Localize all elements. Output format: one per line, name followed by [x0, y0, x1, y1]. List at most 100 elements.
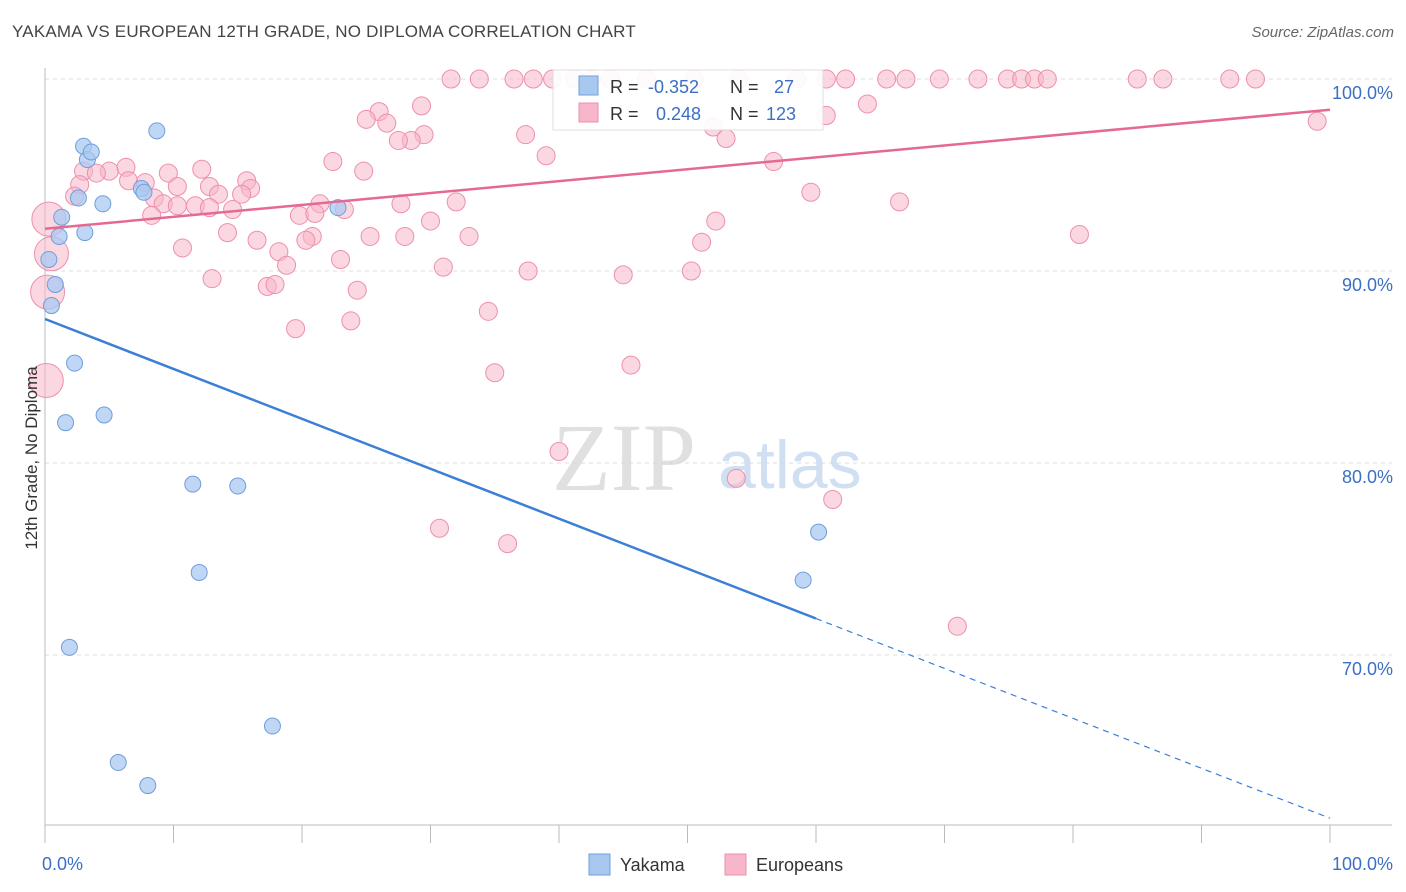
europeans-point-3	[523, 69, 543, 89]
yakama-point-11	[40, 250, 58, 268]
europeans-point-26	[1307, 111, 1327, 131]
europeans-point-61	[167, 196, 187, 216]
stats-n-label-2: N =	[730, 104, 759, 124]
europeans-point-37	[516, 125, 536, 145]
x-tick-label-100: 100.0%	[1332, 854, 1393, 874]
europeans-point-57	[208, 184, 228, 204]
y-tick-label-80: 80.0%	[1342, 467, 1393, 487]
watermark-zip: ZIP	[552, 404, 696, 511]
yakama-trend-extension	[815, 617, 1331, 819]
y-tick-label-100: 100.0%	[1332, 83, 1393, 103]
chart-title: YAKAMA VS EUROPEAN 12TH GRADE, NO DIPLOM…	[12, 22, 636, 41]
europeans-point-38	[536, 146, 556, 166]
stats-r-label-2: R =	[610, 104, 639, 124]
y-axis-label: 12th Grade, No Diploma	[22, 366, 41, 550]
yakama-point-16	[95, 406, 113, 424]
europeans-point-111	[28, 362, 64, 398]
stats-n-value-1: 27	[774, 77, 794, 97]
europeans-point-71	[142, 205, 162, 225]
europeans-point-91	[613, 265, 633, 285]
europeans-point-42	[354, 161, 374, 181]
europeans-point-74	[421, 211, 440, 231]
europeans-point-103	[726, 468, 746, 488]
yakama-point-17	[57, 414, 75, 432]
europeans-point-24	[1220, 69, 1240, 89]
europeans-point-14	[877, 69, 897, 89]
yakama-point-7	[94, 195, 112, 213]
europeans-point-36	[388, 130, 408, 150]
europeans-point-107	[947, 616, 967, 636]
europeans-point-43	[192, 159, 212, 179]
legend-swatch-yakama	[588, 853, 611, 876]
europeans-point-23	[1153, 69, 1173, 89]
trend-lines	[44, 108, 1331, 819]
europeans-point-82	[247, 230, 267, 250]
europeans-point-102	[549, 441, 569, 461]
europeans-point-100	[621, 355, 641, 375]
europeans-point-2	[504, 69, 524, 89]
stats-r-value-1: -0.352	[648, 77, 699, 97]
x-tick-label-0: 0.0%	[42, 854, 83, 874]
europeans-point-16	[929, 69, 949, 89]
europeans-point-92	[681, 261, 701, 281]
europeans-point-105	[429, 518, 449, 538]
y-tick-labels: 70.0% 80.0% 90.0% 100.0%	[1332, 83, 1393, 679]
europeans-points	[28, 69, 1327, 636]
legend-swatch-europeans	[724, 853, 747, 876]
europeans-point-21	[1037, 69, 1057, 89]
yakama-point-3	[148, 122, 166, 140]
y-tick-label-90: 90.0%	[1342, 275, 1393, 295]
europeans-point-87	[331, 249, 351, 269]
yakama-point-26	[139, 777, 157, 795]
europeans-point-15	[896, 69, 916, 89]
europeans-point-98	[341, 311, 361, 331]
yakama-point-13	[42, 297, 60, 315]
yakama-point-2	[82, 143, 100, 161]
europeans-point-90	[518, 261, 538, 281]
watermark: ZIP atlas	[552, 404, 862, 511]
europeans-point-30	[412, 96, 432, 116]
europeans-point-41	[323, 152, 343, 172]
yakama-point-5	[135, 183, 153, 201]
europeans-point-104	[823, 489, 843, 509]
europeans-point-56	[232, 184, 252, 204]
stats-swatch-europeans	[578, 102, 599, 123]
stats-r-value-2: 0.248	[656, 104, 701, 124]
yakama-point-6	[69, 189, 87, 207]
yakama-points	[40, 122, 828, 795]
europeans-point-48	[86, 163, 106, 183]
legend-label-yakama: Yakama	[620, 855, 686, 875]
europeans-point-33	[377, 113, 397, 133]
europeans-point-101	[485, 363, 505, 383]
europeans-point-73	[305, 203, 325, 223]
yakama-point-20	[810, 523, 828, 541]
europeans-point-84	[692, 232, 712, 252]
axes	[44, 68, 1392, 843]
stats-n-label-1: N =	[730, 77, 759, 97]
europeans-point-25	[1245, 69, 1265, 89]
yakama-point-22	[794, 571, 812, 589]
europeans-point-0	[441, 69, 461, 89]
stats-box: R = -0.352 N = 27 R = 0.248 N = 123	[552, 69, 824, 131]
europeans-point-96	[347, 280, 367, 300]
y-tick-label-70: 70.0%	[1342, 659, 1393, 679]
yakama-trend-line	[44, 317, 817, 620]
europeans-point-97	[478, 301, 498, 321]
yakama-point-12	[46, 275, 64, 293]
watermark-atlas: atlas	[718, 427, 862, 503]
legend: Yakama Europeans	[588, 853, 843, 876]
europeans-point-85	[172, 238, 192, 258]
yakama-point-10	[50, 227, 68, 245]
yakama-point-25	[109, 754, 127, 772]
yakama-point-19	[229, 477, 247, 495]
x-tick-labels: 0.0% 100.0%	[42, 854, 1393, 874]
yakama-point-24	[263, 717, 281, 735]
europeans-trend-line	[44, 108, 1331, 231]
yakama-point-14	[329, 199, 347, 217]
yakama-point-8	[53, 208, 71, 226]
europeans-point-1	[469, 69, 489, 89]
europeans-point-70	[890, 192, 910, 212]
yakama-point-23	[60, 638, 78, 656]
europeans-point-52	[167, 177, 187, 197]
europeans-point-69	[801, 182, 821, 202]
